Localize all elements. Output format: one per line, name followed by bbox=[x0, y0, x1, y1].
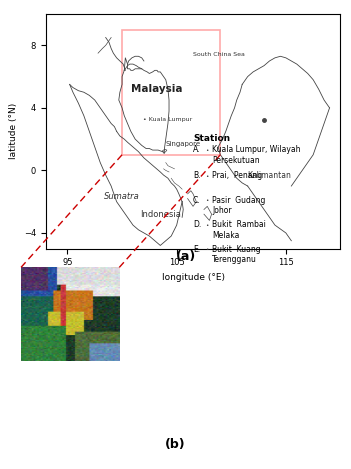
Text: Station: Station bbox=[193, 134, 230, 143]
Text: E.: E. bbox=[193, 245, 200, 254]
Text: Kalimantan: Kalimantan bbox=[247, 171, 291, 180]
Text: •: • bbox=[205, 223, 209, 228]
Text: •: • bbox=[205, 148, 209, 153]
Text: B.: B. bbox=[193, 171, 200, 180]
X-axis label: longitude (°E): longitude (°E) bbox=[161, 273, 225, 282]
Text: Bukit  Rambai
Melaka: Bukit Rambai Melaka bbox=[212, 220, 266, 240]
Text: •: • bbox=[205, 247, 209, 252]
Y-axis label: latitude (°N): latitude (°N) bbox=[9, 103, 18, 159]
Text: C.: C. bbox=[193, 196, 201, 205]
Text: Indonesia: Indonesia bbox=[140, 210, 181, 219]
Text: Prai,  Penang: Prai, Penang bbox=[212, 171, 263, 180]
Text: A.: A. bbox=[193, 145, 200, 154]
Text: •: • bbox=[205, 198, 209, 204]
Text: Bukit  Kuang
Terengganu: Bukit Kuang Terengganu bbox=[212, 245, 261, 264]
Text: •: • bbox=[205, 174, 209, 179]
Text: • Kuala Lumpur: • Kuala Lumpur bbox=[143, 117, 192, 122]
Text: (a): (a) bbox=[176, 250, 196, 263]
Text: Kuala Lumpur, Wilayah
Persekutuan: Kuala Lumpur, Wilayah Persekutuan bbox=[212, 145, 301, 165]
Text: D.: D. bbox=[193, 220, 201, 229]
Text: South China Sea: South China Sea bbox=[193, 52, 245, 57]
Text: Sumatra: Sumatra bbox=[104, 191, 140, 201]
Text: Pasir  Gudang
Johor: Pasir Gudang Johor bbox=[212, 196, 266, 215]
Text: Singapore: Singapore bbox=[166, 141, 201, 147]
Bar bbox=[122, 30, 220, 155]
Text: Malaysia: Malaysia bbox=[131, 84, 183, 94]
Text: (b): (b) bbox=[165, 438, 186, 451]
